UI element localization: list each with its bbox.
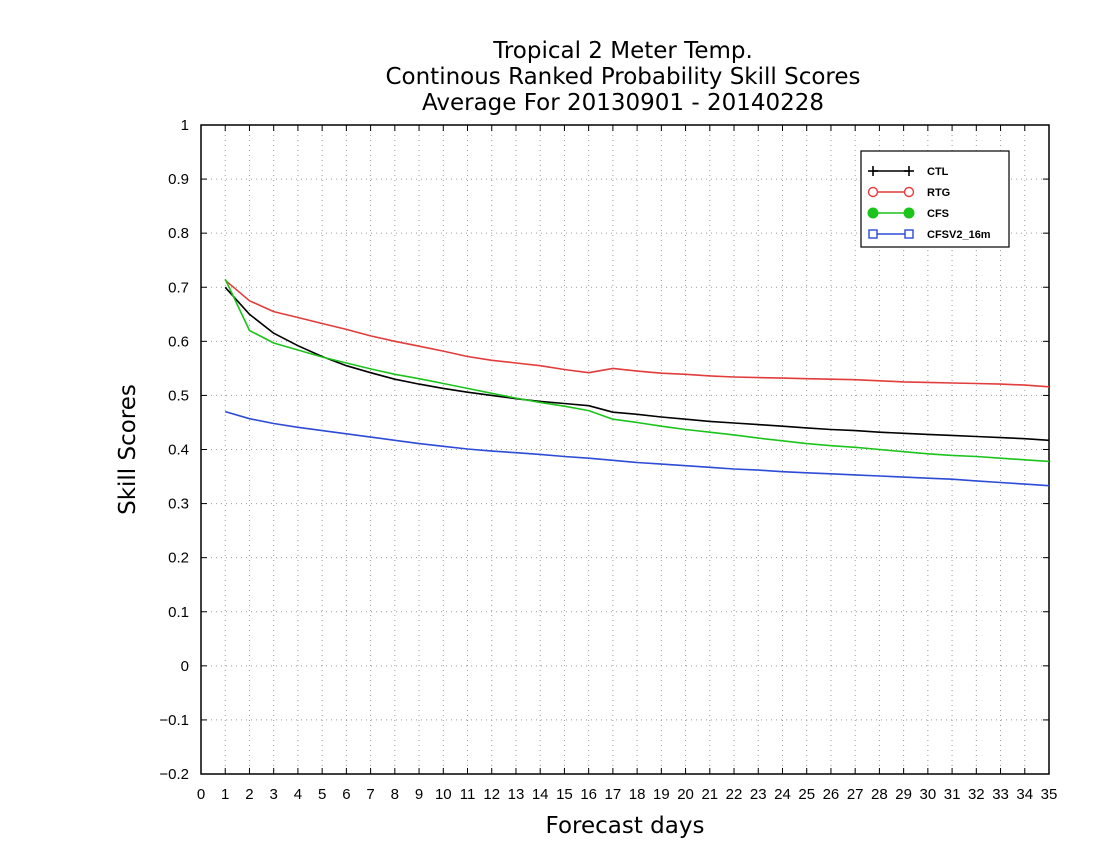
y-tick-label: 0.4: [168, 442, 189, 459]
y-axis-label: Skill Scores: [115, 384, 141, 515]
x-tick-label: 8: [391, 786, 399, 803]
y-tick-label: 0: [181, 658, 189, 675]
series-line-cfsv2-16m: [224, 410, 1050, 487]
series-line-ctl: [224, 286, 1050, 442]
x-tick-label: 35: [1041, 786, 1058, 803]
legend-entry: RTG: [867, 186, 950, 199]
series-line-rtg: [224, 279, 1050, 388]
legend-label: CFSV2_16m: [927, 229, 991, 241]
y-tick-label: 0.3: [168, 496, 189, 513]
chart-title-line-2: Continous Ranked Probability Skill Score…: [385, 64, 860, 90]
x-tick-label: 13: [508, 786, 525, 803]
y-tick-label: 1: [181, 117, 189, 134]
series-line-cfs: [224, 278, 1050, 463]
legend-marker-open-square: [868, 229, 878, 239]
x-tick-label: 32: [968, 786, 985, 803]
y-tick-label: 0.5: [168, 387, 189, 404]
x-tick-label: 6: [342, 786, 350, 803]
x-tick-label: 4: [294, 786, 302, 803]
legend-box: [860, 150, 1010, 248]
x-tick-label: 23: [750, 786, 767, 803]
x-tick-label: 33: [992, 786, 1009, 803]
legend-entry: CFSV2_16m: [868, 229, 991, 241]
x-tick-label: 14: [532, 786, 549, 803]
x-tick-label: 3: [270, 786, 278, 803]
y-tick-label: 0.6: [168, 333, 189, 350]
x-tick-label: 24: [774, 786, 791, 803]
y-tick-label: 0.2: [168, 550, 189, 567]
x-tick-label: 10: [435, 786, 452, 803]
x-tick-label: 29: [895, 786, 912, 803]
x-tick-label: 16: [580, 786, 597, 803]
y-tick-label: 0.8: [168, 225, 189, 242]
legend-label: CFS: [927, 208, 949, 220]
legend-entry: CFS: [867, 207, 949, 220]
x-tick-label: 27: [847, 786, 864, 803]
x-tick-label: 22: [726, 786, 743, 803]
chart-title-line-1: Tropical 2 Meter Temp.: [492, 38, 753, 64]
legend-marker-open-square: [904, 229, 914, 239]
legend-marker-filled-circle: [903, 207, 915, 219]
x-tick-label: 5: [318, 786, 326, 803]
legend: CTL RTG CFS CFSV2_16m: [860, 150, 1010, 248]
x-axis-label: Forecast days: [546, 813, 705, 839]
x-tick-label: 21: [701, 786, 718, 803]
x-tick-label: 7: [366, 786, 374, 803]
chart-title: Tropical 2 Meter Temp. Continous Ranked …: [385, 38, 860, 116]
x-tick-label: 20: [677, 786, 694, 803]
legend-entry: CTL: [868, 166, 949, 178]
chart-title-line-3: Average For 20130901 - 20140228: [422, 90, 824, 116]
x-tick-label: 31: [944, 786, 961, 803]
x-tick-label: 2: [245, 786, 253, 803]
legend-marker-open-circle: [867, 186, 879, 198]
x-tick-label: 18: [629, 786, 646, 803]
legend-marker-open-circle: [903, 186, 915, 198]
y-tick-label: 0.9: [168, 171, 189, 188]
x-tick-label: 12: [483, 786, 500, 803]
x-tick-label: 25: [798, 786, 815, 803]
x-tick-label: 1: [221, 786, 229, 803]
y-tick-label: −0.1: [159, 712, 189, 729]
legend-label: RTG: [927, 187, 950, 199]
x-tick-label: 17: [605, 786, 622, 803]
grid-lines: [201, 125, 1049, 774]
y-tick-label: 0.7: [168, 279, 189, 296]
x-tick-label: 30: [920, 786, 937, 803]
x-tick-label: 34: [1016, 786, 1033, 803]
x-tick-label: 9: [415, 786, 423, 803]
y-tick-label: 0.1: [168, 604, 189, 621]
x-tick-label: 15: [556, 786, 573, 803]
x-tick-label: 26: [823, 786, 840, 803]
axis-ticks: 0 1 2 3 4 5 6 7 8 9 10 11 12 13 14 15 16 17 18 19 20 21 22 23 24…: [159, 117, 1057, 803]
legend-label: CTL: [927, 166, 949, 178]
x-tick-label: 0: [197, 786, 205, 803]
legend-marker-filled-circle: [867, 207, 879, 219]
x-tick-label: 19: [653, 786, 670, 803]
series-lines: [224, 278, 1050, 487]
x-tick-label: 11: [460, 786, 476, 803]
y-tick-label: −0.2: [159, 766, 189, 783]
x-tick-label: 28: [871, 786, 888, 803]
